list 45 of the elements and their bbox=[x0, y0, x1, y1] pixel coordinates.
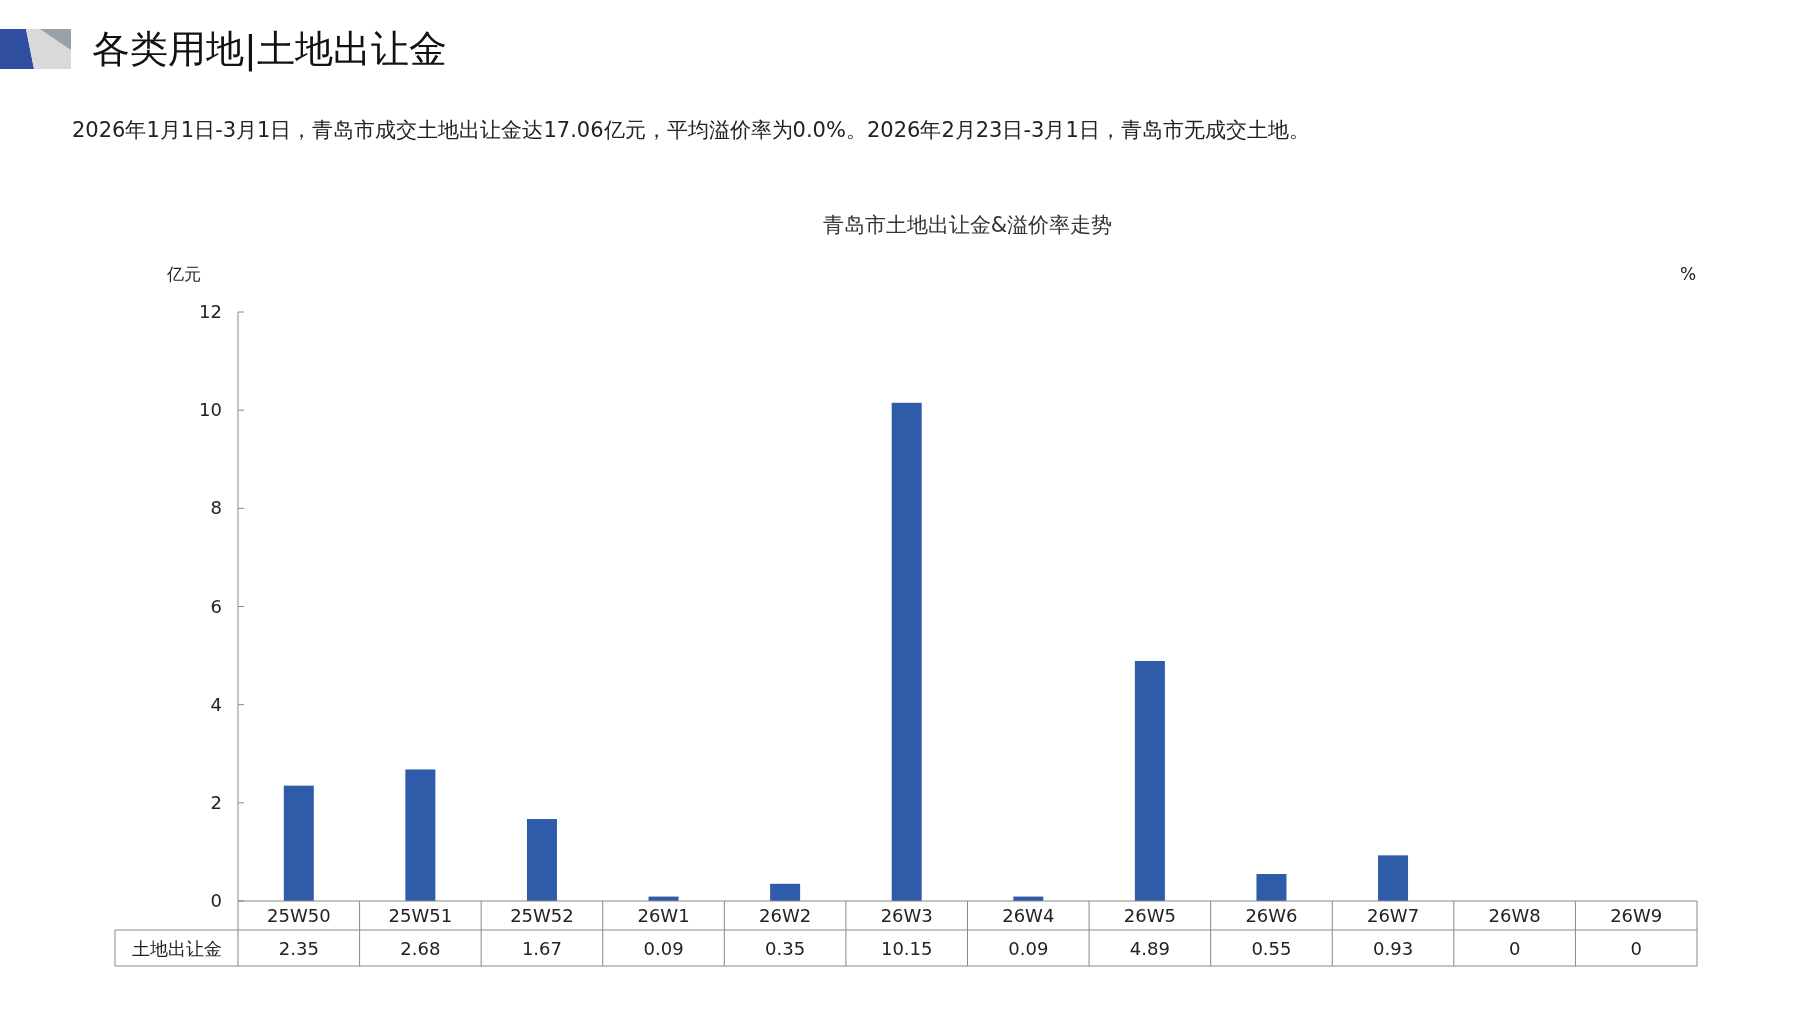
x-tick-label: 26W3 bbox=[880, 905, 933, 926]
y-tick-label: 8 bbox=[210, 497, 222, 519]
y-tick-label: 10 bbox=[199, 399, 222, 421]
y-tick-label: 12 bbox=[199, 301, 222, 322]
text: 0.35 bbox=[765, 938, 806, 959]
x-tick-label: 26W1 bbox=[637, 905, 690, 926]
bar bbox=[405, 769, 436, 901]
bar bbox=[891, 402, 922, 901]
text: 0.55 bbox=[1251, 938, 1292, 959]
bar bbox=[1378, 855, 1409, 901]
text: 2.68 bbox=[400, 938, 441, 959]
text: 0.93 bbox=[1373, 938, 1414, 959]
text: 土地出让金 bbox=[131, 938, 222, 959]
x-tick-label: 25W52 bbox=[510, 905, 574, 926]
y-axis-title: 亿元 bbox=[166, 264, 201, 284]
text: 0.09 bbox=[1008, 938, 1049, 959]
bar bbox=[1256, 874, 1287, 901]
x-tick-label: 26W8 bbox=[1488, 905, 1541, 926]
text: 0 bbox=[1630, 938, 1642, 959]
text: 1.67 bbox=[521, 938, 562, 959]
bar bbox=[770, 883, 801, 901]
x-tick-label: 26W5 bbox=[1123, 905, 1176, 926]
text: 4.89 bbox=[1129, 938, 1170, 959]
y-tick-label: 4 bbox=[210, 693, 222, 715]
x-tick-label: 25W50 bbox=[266, 905, 331, 926]
y-tick-label: 2 bbox=[210, 791, 222, 813]
text: 2.35 bbox=[278, 938, 319, 959]
x-tick-label: 26W2 bbox=[759, 905, 812, 926]
bar bbox=[1134, 660, 1165, 901]
text: 0 bbox=[1508, 938, 1521, 959]
y2-axis-title: % bbox=[1679, 264, 1697, 284]
text: 10.15 bbox=[880, 938, 933, 959]
text: 各类用地|土地出让金 bbox=[92, 27, 447, 72]
chart-title: 青岛市土地出让金&溢价率走势 bbox=[822, 213, 1113, 237]
text: 2026年1月1日-3月1日，青岛市成交土地出让金达17.06亿元，平均溢价率为0.0%。2026年2月23日-3月1日，青岛市无成交土地。 bbox=[72, 118, 1310, 142]
x-tick-label: 25W51 bbox=[388, 905, 453, 926]
x-tick-label: 26W7 bbox=[1366, 905, 1420, 926]
x-tick-label: 26W4 bbox=[1002, 905, 1055, 926]
y-tick-label: 0 bbox=[210, 890, 222, 911]
bar bbox=[526, 819, 557, 901]
bar bbox=[283, 785, 314, 901]
x-tick-label: 26W9 bbox=[1610, 905, 1663, 926]
text: 0.09 bbox=[643, 938, 684, 959]
x-tick-label: 26W6 bbox=[1245, 905, 1298, 926]
y-tick-label: 6 bbox=[210, 595, 222, 617]
